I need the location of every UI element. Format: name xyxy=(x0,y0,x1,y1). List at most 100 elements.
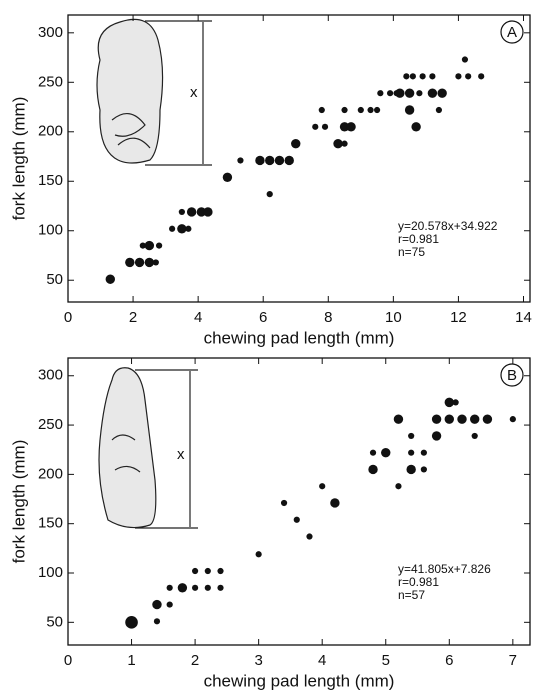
point xyxy=(404,105,415,115)
x-tick-label: 10 xyxy=(385,309,402,326)
point xyxy=(393,414,404,424)
point xyxy=(419,73,426,80)
x-tick-label: 7 xyxy=(509,652,517,669)
point xyxy=(186,207,197,217)
point xyxy=(420,449,427,456)
point xyxy=(427,88,438,98)
point xyxy=(409,73,416,80)
point xyxy=(406,464,416,475)
point xyxy=(341,106,348,114)
point xyxy=(178,208,185,216)
point xyxy=(266,191,273,198)
panel-badge xyxy=(500,363,524,387)
point xyxy=(134,257,145,268)
annotation: n=75 xyxy=(398,245,425,259)
x-tick-label: 6 xyxy=(445,652,453,669)
x-tick-label: 2 xyxy=(129,309,137,326)
point xyxy=(177,583,188,593)
point xyxy=(465,73,472,80)
y-tick-label: 150 xyxy=(38,172,63,189)
point xyxy=(318,106,325,114)
point xyxy=(420,466,427,473)
point xyxy=(191,584,199,591)
point xyxy=(444,397,454,408)
point xyxy=(169,225,176,232)
x-tick-label: 4 xyxy=(318,652,326,669)
point xyxy=(222,172,233,183)
point xyxy=(125,616,138,629)
y-tick-label: 100 xyxy=(38,564,63,581)
panel-label: B xyxy=(507,367,517,384)
panel-label: A xyxy=(507,24,517,41)
point xyxy=(196,207,207,217)
point xyxy=(166,601,173,608)
y-axis-label: fork length (mm) xyxy=(9,97,28,221)
point xyxy=(321,123,329,130)
point xyxy=(369,449,377,456)
point xyxy=(153,618,161,625)
point xyxy=(367,106,374,114)
point xyxy=(416,90,423,97)
point xyxy=(217,567,224,575)
x-tick-label: 4 xyxy=(194,309,202,326)
x-tick-label: 0 xyxy=(64,652,72,669)
point xyxy=(404,88,415,98)
point xyxy=(341,140,348,147)
point xyxy=(411,122,421,132)
point xyxy=(312,123,319,130)
x-tick-label: 5 xyxy=(382,652,390,669)
point xyxy=(429,73,436,80)
point xyxy=(431,431,442,441)
point xyxy=(395,483,402,490)
plot-frame xyxy=(67,357,531,646)
point xyxy=(125,257,135,268)
point xyxy=(306,533,313,540)
point xyxy=(217,584,224,591)
point xyxy=(284,155,294,166)
point xyxy=(509,416,516,423)
point xyxy=(152,599,162,610)
y-tick-label: 300 xyxy=(38,24,63,41)
point xyxy=(457,414,467,424)
point xyxy=(470,414,480,424)
point xyxy=(291,138,301,149)
point xyxy=(368,464,378,475)
point xyxy=(437,88,447,98)
point xyxy=(152,259,159,266)
x-axis-label: chewing pad length (mm) xyxy=(204,671,395,690)
point xyxy=(203,207,213,217)
point xyxy=(155,242,163,249)
point xyxy=(166,584,173,591)
point xyxy=(471,432,478,440)
point xyxy=(357,106,364,114)
point xyxy=(373,106,381,114)
point xyxy=(403,73,410,80)
point xyxy=(144,240,155,251)
y-tick-label: 50 xyxy=(46,613,63,630)
point xyxy=(105,274,115,284)
annotation: r=0.981 xyxy=(398,575,439,589)
point xyxy=(478,73,485,80)
y-tick-label: 100 xyxy=(38,222,63,239)
annotation: y=20.578x+34.922 xyxy=(398,219,498,233)
x-tick-label: 0 xyxy=(64,309,72,326)
y-tick-label: 300 xyxy=(38,367,63,384)
y-tick-label: 150 xyxy=(38,515,63,532)
point xyxy=(444,414,454,424)
point xyxy=(255,155,265,166)
point xyxy=(319,483,326,490)
point xyxy=(408,449,415,456)
point xyxy=(386,90,394,97)
x-tick-label: 12 xyxy=(450,309,467,326)
x-tick-label: 14 xyxy=(515,309,532,326)
point xyxy=(461,56,469,63)
point xyxy=(139,242,146,249)
y-tick-label: 200 xyxy=(38,123,63,140)
y-axis-label: fork length (mm) xyxy=(9,440,28,564)
x-tick-label: 3 xyxy=(254,652,262,669)
point xyxy=(265,155,275,166)
point xyxy=(204,567,211,575)
point xyxy=(191,567,199,575)
point xyxy=(144,257,155,268)
